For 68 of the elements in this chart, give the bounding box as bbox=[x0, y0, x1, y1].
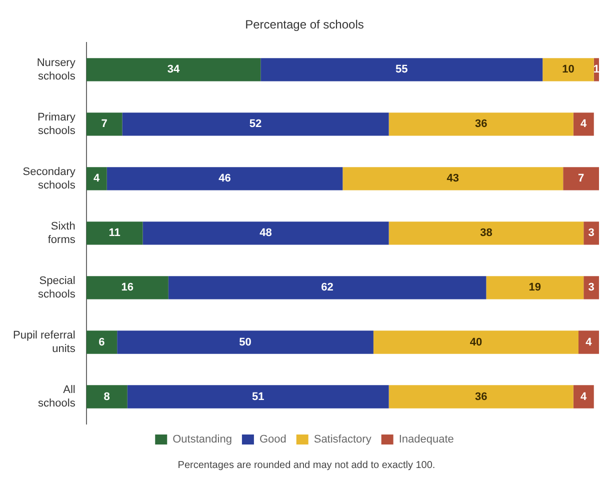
bar bbox=[542, 58, 594, 82]
data-label: 7 bbox=[101, 118, 108, 130]
data-label: 50 bbox=[239, 336, 252, 348]
bar bbox=[563, 167, 599, 190]
bar bbox=[168, 276, 486, 300]
data-label: 40 bbox=[470, 336, 482, 348]
data-label: 4 bbox=[586, 336, 593, 348]
bar bbox=[86, 58, 261, 82]
y-tick-label: Pupil referral units bbox=[13, 330, 76, 355]
bar bbox=[584, 276, 599, 300]
chart-title: Percentage of schools bbox=[245, 18, 364, 32]
data-label: 38 bbox=[480, 227, 492, 240]
data-label: 4 bbox=[580, 118, 588, 130]
bar bbox=[388, 385, 574, 408]
data-label: 10 bbox=[562, 64, 574, 76]
data-label: 19 bbox=[528, 282, 542, 294]
data-label: 36 bbox=[474, 390, 488, 403]
bar bbox=[578, 330, 599, 354]
data-label: 36 bbox=[474, 118, 488, 130]
data-label: 34 bbox=[167, 64, 180, 76]
data-label: 51 bbox=[252, 390, 264, 403]
data-label: 7 bbox=[578, 172, 584, 185]
bar bbox=[342, 167, 564, 190]
bar bbox=[373, 330, 578, 354]
y-tick-label: Nursery schools bbox=[36, 57, 76, 82]
bar bbox=[86, 112, 122, 136]
data-label: 6 bbox=[98, 336, 105, 348]
data-label: 3 bbox=[588, 282, 594, 294]
bar bbox=[260, 58, 543, 82]
data-label: 4 bbox=[94, 172, 101, 185]
data-label: 52 bbox=[249, 118, 262, 130]
data-label: 55 bbox=[396, 64, 408, 76]
y-tick-label: Sixth forms bbox=[48, 220, 76, 246]
data-label: 4 bbox=[580, 390, 588, 403]
bar bbox=[388, 112, 574, 136]
data-label: 11 bbox=[108, 227, 120, 240]
legend-label: Outstanding bbox=[172, 434, 232, 446]
bar bbox=[486, 276, 584, 300]
legend-label: Satisfactory bbox=[314, 434, 372, 446]
bar bbox=[573, 385, 594, 408]
y-tick-label: Secondary schools bbox=[22, 166, 76, 192]
data-label: 1 bbox=[593, 64, 600, 76]
bar bbox=[86, 385, 128, 408]
y-tick-label: All schools bbox=[38, 384, 76, 410]
bar bbox=[86, 276, 168, 300]
data-label: 62 bbox=[321, 282, 334, 294]
data-label: 46 bbox=[218, 172, 231, 185]
bar bbox=[86, 222, 143, 245]
data-label: 8 bbox=[104, 390, 110, 403]
legend-label: Good bbox=[259, 434, 286, 446]
data-label: 3 bbox=[588, 227, 594, 240]
legend-label: Inadequate bbox=[398, 434, 454, 446]
y-tick-label: Special schools bbox=[38, 275, 76, 300]
text: Percentages are rounded and may not add to exactly 100. bbox=[176, 460, 436, 471]
data-label: 48 bbox=[260, 227, 272, 240]
bar bbox=[86, 330, 118, 354]
bar bbox=[573, 112, 594, 136]
data-label: 43 bbox=[446, 172, 460, 185]
bar bbox=[388, 222, 584, 245]
bar bbox=[106, 167, 343, 190]
y-tick-label: Primary schools bbox=[37, 112, 76, 137]
bar bbox=[584, 222, 599, 245]
bar bbox=[86, 167, 107, 190]
bar bbox=[142, 222, 389, 245]
bar bbox=[117, 330, 374, 354]
data-label: 16 bbox=[121, 282, 134, 294]
bar bbox=[122, 112, 389, 136]
bar bbox=[127, 385, 389, 408]
